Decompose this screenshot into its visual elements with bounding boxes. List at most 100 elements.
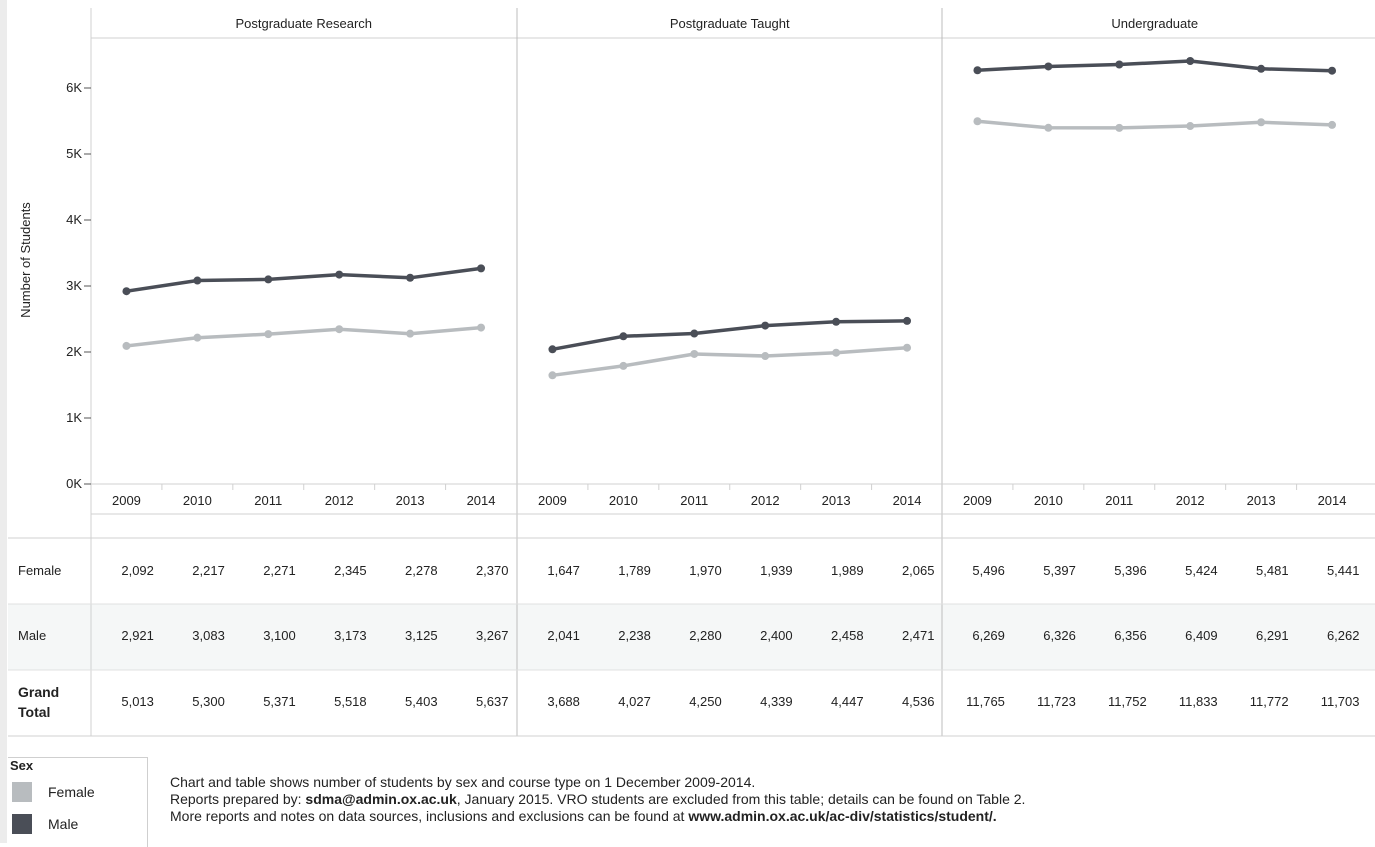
data-point-female	[1257, 118, 1266, 127]
table-cell-female: 5,396	[1114, 563, 1147, 578]
x-tick-label: 2011	[1105, 493, 1133, 508]
data-point-female	[619, 361, 628, 370]
note-line-3: More reports and notes on data sources, …	[170, 808, 1025, 825]
data-point-female	[264, 330, 273, 339]
data-point-female	[406, 329, 415, 338]
table-cell-male: 2,238	[618, 628, 651, 643]
series-line-female	[552, 345, 908, 378]
data-point-female	[690, 349, 699, 358]
data-point-male	[619, 332, 628, 341]
table-cell-grand-total: 4,339	[760, 694, 793, 709]
legend: Sex Female Male	[8, 757, 148, 847]
x-tick-label: 2010	[1034, 493, 1063, 508]
table-cell-male: 2,471	[902, 628, 935, 643]
table-cell-grand-total: 5,403	[405, 694, 438, 709]
statistics-url-link[interactable]: www.admin.ox.ac.uk/ac-div/statistics/stu…	[688, 808, 997, 824]
note-line-2-prefix: Reports prepared by:	[170, 791, 306, 807]
y-axis-title: Number of Students	[18, 202, 33, 318]
row-label-female: Female	[18, 563, 61, 578]
table-cell-male: 6,269	[972, 628, 1005, 643]
table-cell-grand-total: 11,833	[1179, 694, 1218, 709]
table-cell-female: 1,970	[689, 563, 722, 578]
table-cell-male: 3,125	[405, 628, 438, 643]
table-cell-grand-total: 4,447	[831, 694, 864, 709]
data-point-male	[832, 317, 841, 326]
table-cell-male: 6,409	[1185, 628, 1218, 643]
table-cell-grand-total: 5,637	[476, 694, 509, 709]
table-cell-female: 2,271	[263, 563, 296, 578]
table-cell-female: 2,092	[121, 563, 154, 578]
note-line-2: Reports prepared by: sdma@admin.ox.ac.uk…	[170, 791, 1025, 808]
contact-email-link[interactable]: sdma@admin.ox.ac.uk	[305, 791, 457, 807]
table-cell-male: 3,267	[476, 628, 509, 643]
table-cell-male: 6,262	[1327, 628, 1360, 643]
legend-label-female: Female	[48, 784, 95, 800]
data-point-female	[832, 348, 841, 357]
x-tick-label: 2014	[1318, 493, 1347, 508]
table-cell-grand-total: 4,250	[689, 694, 722, 709]
x-tick-label: 2011	[254, 493, 282, 508]
footnotes: Chart and table shows number of students…	[170, 774, 1025, 825]
table-cell-grand-total: 3,688	[547, 694, 580, 709]
table-cell-male: 2,280	[689, 628, 722, 643]
panel-title-1: Postgraduate Taught	[670, 16, 790, 31]
x-tick-label: 2013	[396, 493, 425, 508]
y-tick-label: 4K	[66, 212, 82, 227]
panel-title-0: Postgraduate Research	[235, 16, 372, 31]
y-tick-label: 2K	[66, 344, 82, 359]
series-line-male	[552, 319, 908, 352]
data-point-female	[973, 117, 982, 126]
data-point-male	[122, 287, 131, 296]
table-cell-female: 1,789	[618, 563, 651, 578]
data-point-male	[477, 264, 486, 273]
table-cell-female: 2,278	[405, 563, 438, 578]
y-tick-label: 1K	[66, 410, 82, 425]
y-tick-label: 3K	[66, 278, 82, 293]
student-chart: Number of Students 0K 1K 2K 3K 4K 5K 6K Postgrad…	[8, 8, 1375, 737]
table-cell-female: 2,217	[192, 563, 225, 578]
x-tick-label: 2014	[467, 493, 496, 508]
data-point-female	[122, 341, 131, 350]
series-line-male	[977, 59, 1333, 73]
table-cell-male: 6,356	[1114, 628, 1147, 643]
legend-label-male: Male	[48, 816, 79, 832]
row-label-total: Total	[18, 704, 50, 720]
note-line-1: Chart and table shows number of students…	[170, 774, 756, 790]
left-edge-strip	[0, 0, 7, 843]
table-cell-male: 2,921	[121, 628, 154, 643]
table-cell-male: 6,326	[1043, 628, 1076, 643]
table-cell-grand-total: 11,772	[1250, 694, 1289, 709]
x-tick-label: 2012	[325, 493, 354, 508]
y-tick-label: 6K	[66, 80, 82, 95]
table-cell-grand-total: 4,027	[618, 694, 651, 709]
x-tick-label: 2013	[1247, 493, 1276, 508]
data-point-female	[1186, 122, 1195, 131]
data-point-male	[1257, 64, 1266, 73]
table-cell-female: 2,065	[902, 563, 935, 578]
table-cell-female: 2,370	[476, 563, 509, 578]
data-point-male	[690, 329, 699, 338]
x-tick-label: 2009	[538, 493, 567, 508]
table-cell-female: 5,424	[1185, 563, 1218, 578]
table-cell-female: 5,441	[1327, 563, 1360, 578]
table-cell-grand-total: 5,300	[192, 694, 225, 709]
x-tick-label: 2010	[609, 493, 638, 508]
data-point-female	[903, 343, 912, 352]
y-tick-label: 5K	[66, 146, 82, 161]
data-point-male	[1115, 60, 1124, 69]
data-point-male	[761, 321, 770, 330]
table-cell-female: 5,481	[1256, 563, 1289, 578]
x-tick-label: 2009	[963, 493, 992, 508]
table-cell-female: 1,939	[760, 563, 793, 578]
table-cell-male: 2,400	[760, 628, 793, 643]
row-label-male: Male	[18, 628, 46, 643]
table-cell-male: 6,291	[1256, 628, 1289, 643]
data-point-female	[548, 371, 557, 380]
table-cell-grand-total: 5,518	[334, 694, 367, 709]
male-row-bg	[8, 604, 1375, 670]
table-cell-grand-total: 11,723	[1037, 694, 1076, 709]
table-cell-male: 2,458	[831, 628, 864, 643]
table-cell-grand-total: 11,752	[1108, 694, 1147, 709]
table-cell-grand-total: 11,765	[966, 694, 1005, 709]
data-point-female	[1328, 120, 1337, 129]
